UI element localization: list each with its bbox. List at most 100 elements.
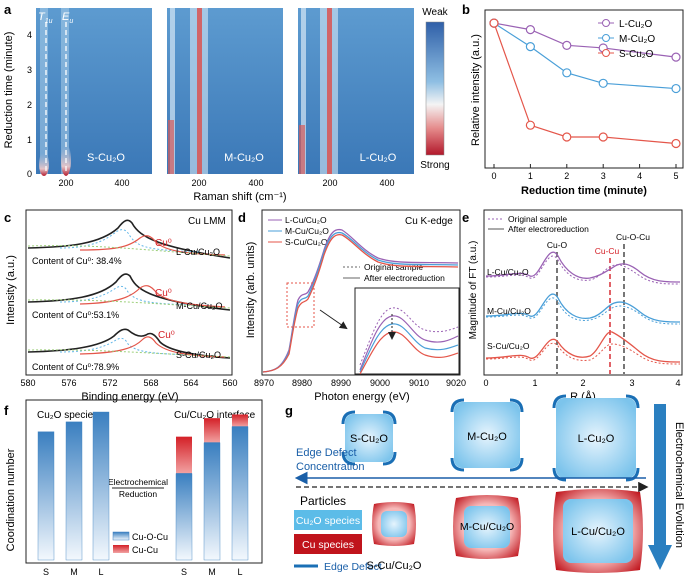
- legend-b-s: S-Cu₂O: [619, 49, 654, 60]
- panel-a-ylabel: Reduction time (minute): [3, 32, 15, 149]
- b-xtick-label: 5: [673, 171, 678, 181]
- panel-b-legend: L-Cu₂O M-Cu₂O S-Cu₂O: [598, 19, 655, 60]
- legend-d-s: S-Cu/Cu₂O: [285, 237, 328, 247]
- panel-a-yticks: 0 1 2 3 4: [27, 30, 32, 179]
- tick-d-1: 8980: [292, 378, 312, 388]
- b-point: [489, 18, 499, 28]
- ft-s: [485, 331, 681, 363]
- particle-m-cucu2o: M-Cu/Cu₂O: [453, 495, 521, 559]
- edge-defect-label1: Edge Defect: [296, 447, 357, 459]
- xps-s-cu0: [79, 336, 226, 358]
- panel-b: b Relative intensity (a.u.) 0 1 2 3 4 5 Reduc…: [462, 2, 684, 197]
- raman-map-l-label: L-Cu₂O: [360, 152, 397, 164]
- xps-s-envelope: [27, 328, 231, 359]
- particle-m-body: [454, 402, 520, 468]
- panel-d-title: Cu K-edge: [405, 216, 453, 227]
- tick-d-0: 8970: [254, 378, 274, 388]
- ft-s-label: S-Cu/Cu₂O: [487, 341, 530, 351]
- tick-a-y3: 3: [27, 65, 32, 75]
- panel-label-e: e: [462, 210, 469, 225]
- xps-m-cu0: [79, 285, 226, 308]
- panel-d-xticks: 8970 8980 8990 9000 9010 9020: [254, 378, 466, 388]
- xps-l-content: Content of Cu⁰: 38.4%: [32, 256, 122, 266]
- legend-g-edge: Edge Defect: [324, 561, 382, 573]
- particle-m-cu-core: [464, 506, 510, 548]
- evolution-label: Electrochemical Evolution: [673, 422, 685, 548]
- panel-c-xticks: 580 576 572 568 564 560: [20, 378, 237, 388]
- particle-m-cu2o: M-Cu₂O: [450, 398, 524, 472]
- legend-b-m: M-Cu₂O: [619, 34, 655, 45]
- b-point: [671, 138, 681, 149]
- particle-s-edges: [341, 410, 397, 466]
- tick-e-2: 2: [580, 378, 585, 388]
- panel-label-f: f: [4, 403, 9, 418]
- raman-map-m-bg: [167, 8, 283, 174]
- raman-map-l: L-Cu₂O: [298, 8, 414, 174]
- panel-b-ylabel: Relative intensity (a.u.): [470, 34, 482, 146]
- panel-d: d Intensity (arb. units) Cu K-edge L-Cu/…: [238, 209, 466, 403]
- tick-e-0: 0: [483, 378, 488, 388]
- panel-c-ylabel: Intensity (a.u.): [5, 255, 17, 325]
- xps-m-name: M-Cu/Cu₂O: [176, 301, 223, 311]
- xps-s-cu2o: [59, 337, 201, 356]
- ft-m-orig: [485, 297, 681, 325]
- xps-l-cu0-label: Cu⁰: [155, 238, 172, 249]
- ft-s-orig: [485, 342, 681, 365]
- particle-m-label: M-Cu₂O: [467, 431, 507, 443]
- bar-cu-o-cu: [203, 442, 221, 561]
- peak-label-e: Eu: [62, 11, 73, 25]
- xps-m-envelope: [27, 273, 231, 311]
- legend-e-after: After electroreduction: [508, 224, 589, 234]
- panel-e-ylabel: Magnitude of FT (a.u.): [468, 241, 479, 340]
- legend-g-title: Particles: [300, 494, 346, 508]
- xps-s-cu0-label: Cu⁰: [158, 330, 175, 341]
- raman-map-s-streak1: [40, 8, 48, 174]
- panel-label-g: g: [285, 403, 293, 418]
- legend-b-l: L-Cu₂O: [619, 19, 653, 30]
- f-xtick-label: S: [43, 567, 49, 577]
- f-xtick-label: M: [70, 567, 78, 577]
- particle-s-cu-label: S-Cu/Cu₂O: [366, 560, 421, 572]
- tick-e-4: 4: [675, 378, 680, 388]
- tick-c-5: 560: [222, 378, 237, 388]
- legend-b-m-marker: [602, 34, 610, 42]
- raman-map-m: M-Cu₂O: [167, 8, 283, 174]
- bar-cu-o-cu: [175, 473, 193, 561]
- raman-map-m-peak-line: [197, 8, 202, 174]
- particle-m-cu-label: M-Cu/Cu₂O: [460, 521, 514, 533]
- raman-map-l-streak1: [301, 8, 306, 174]
- b-point: [562, 132, 572, 142]
- raman-map-s-bg: [36, 8, 152, 174]
- panel-f-group2: Cu/Cu₂O interface: [174, 410, 256, 421]
- colorbar-strong: Strong: [420, 160, 449, 171]
- panel-f-ylabel: Coordination number: [5, 448, 17, 551]
- tick-c-3: 568: [143, 378, 158, 388]
- panel-b-xlabel: Reduction time (minute): [521, 185, 647, 197]
- xps-s-name: S-Cu/Cu₂O: [176, 350, 221, 360]
- bar-cu-o-cu: [37, 431, 55, 561]
- legend-d2-after: After electroreduction: [364, 273, 445, 283]
- f-xtick-label: L: [98, 567, 103, 577]
- legend-g-cu-swatch: [294, 534, 362, 554]
- ft-m-label: M-Cu/Cu₂O: [487, 306, 531, 316]
- tick-c-1: 576: [61, 378, 76, 388]
- xps-curve-s: Cu⁰ S-Cu/Cu₂O Content of Cu⁰:78.9%: [27, 328, 231, 372]
- tick-d-4: 9010: [409, 378, 429, 388]
- xps-curve-m: Cu⁰ M-Cu/Cu₂O Content of Cu⁰:53.1%: [27, 273, 231, 320]
- xps-l-envelope: [27, 219, 231, 259]
- colorbar-weak: Weak: [422, 7, 448, 18]
- panel-label-d: d: [238, 210, 246, 225]
- marker-cu-o-label: Cu-O: [547, 240, 568, 250]
- particle-s-body: [345, 414, 393, 462]
- particle-m-edges: [450, 398, 524, 472]
- xps-m-content: Content of Cu⁰:53.1%: [32, 310, 119, 320]
- tick-a-x2a: 200: [191, 178, 206, 188]
- tick-a-x1b: 400: [114, 178, 129, 188]
- b-point: [598, 132, 608, 142]
- b-xtick-label: 1: [528, 171, 533, 181]
- xps-curve-l: Cu⁰ L-Cu/Cu₂O Content of Cu⁰: 38.4%: [27, 219, 231, 266]
- panel-c-frame: [25, 209, 233, 376]
- inset-s: [359, 331, 459, 375]
- f-xtick-label: M: [208, 567, 216, 577]
